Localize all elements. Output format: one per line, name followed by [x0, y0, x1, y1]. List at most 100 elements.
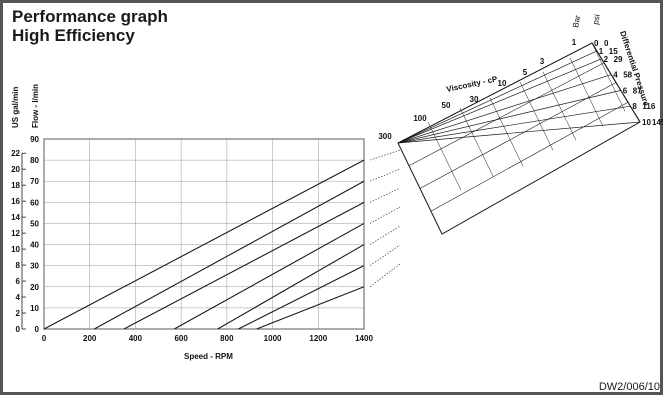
y-axis-label-usgal: US gal/min — [11, 87, 20, 128]
viscosity-tick-label: 10 — [498, 79, 507, 88]
y-tick-label-usgal: 10 — [11, 245, 20, 254]
connector-lines — [369, 149, 401, 288]
connector-line — [369, 187, 401, 203]
series-line — [217, 244, 365, 330]
y-tick-label-usgal: 14 — [11, 213, 20, 222]
y-tick-label-lmin: 10 — [30, 304, 39, 313]
viscosity-nomogram: 30010050301053100115229458687811610145 — [378, 38, 663, 235]
pressure-scale-axis — [591, 42, 641, 123]
nomogram-grid-line — [419, 82, 617, 189]
x-tick-label: 200 — [83, 334, 97, 343]
x-tick-label: 1200 — [309, 334, 327, 343]
connector-line — [369, 225, 401, 245]
psi-tick-label: 0 — [604, 39, 609, 48]
y-tick-label-usgal: 6 — [16, 277, 21, 286]
viscosity-tick-label: 100 — [413, 114, 427, 123]
y-tick-label-usgal: 16 — [11, 197, 20, 206]
psi-tick-label: 58 — [623, 71, 632, 80]
fan-line — [397, 50, 597, 144]
x-tick-label: 1400 — [355, 334, 373, 343]
psi-tick-label: 29 — [614, 55, 623, 64]
y-tick-label-usgal: 18 — [11, 181, 20, 190]
drawing-code: DW2/006/10 — [598, 381, 660, 393]
x-tick-label: 800 — [220, 334, 234, 343]
viscosity-tick-label: 3 — [540, 57, 545, 66]
y-tick-label-lmin: 60 — [30, 198, 39, 207]
connector-line — [369, 263, 401, 288]
nomogram-frame — [397, 42, 641, 235]
y-tick-label-usgal: 0 — [16, 325, 21, 334]
nomogram-grid-line — [489, 97, 524, 167]
bar-tick-label: 10 — [642, 118, 651, 127]
connector-line — [369, 149, 401, 161]
bar-tick-label: 2 — [604, 55, 609, 64]
viscosity-tick-label: 300 — [378, 132, 392, 141]
series-line — [238, 265, 365, 330]
plot-grid — [21, 138, 365, 330]
y-axis-label-flow: Flow - l/min — [31, 84, 40, 128]
bar-tick-label: 1 — [599, 47, 604, 56]
y-tick-label-usgal: 4 — [16, 293, 21, 302]
plot-lines — [43, 159, 365, 330]
y-tick-label-lmin: 50 — [30, 219, 39, 228]
viscosity-tick-label: 5 — [523, 68, 528, 77]
y-tick-label-lmin: 30 — [30, 262, 39, 271]
viscosity-tick-label: 50 — [442, 101, 451, 110]
series-line — [43, 159, 365, 330]
fan-line — [397, 105, 631, 144]
y-tick-label-lmin: 0 — [35, 325, 40, 334]
nomogram-grid-line — [542, 71, 577, 141]
connector-line — [369, 244, 401, 266]
series-line — [256, 286, 365, 330]
y-tick-label-usgal: 12 — [11, 229, 20, 238]
y-tick-label-lmin: 70 — [30, 177, 39, 186]
series-line — [94, 180, 365, 330]
nomogram-grid-line — [430, 101, 629, 212]
plot-border — [43, 138, 365, 330]
viscosity-tick-label: 30 — [470, 95, 479, 104]
y-tick-label-lmin: 40 — [30, 241, 39, 250]
plot-ticks: 0 200 400 600 800 1000 1200 1400010203040506070… — [11, 135, 373, 343]
bar-unit-label: Bar — [571, 14, 582, 28]
y-tick-label-lmin: 20 — [30, 283, 39, 292]
y-tick-label-usgal: 8 — [16, 261, 21, 270]
x-axis-label: Speed - RPM — [184, 352, 233, 361]
psi-tick-label: 87 — [633, 86, 642, 95]
fan-line — [397, 42, 593, 144]
x-tick-label: 400 — [129, 334, 143, 343]
psi-tick-label: 116 — [642, 102, 655, 111]
bar-tick-label: 0 — [594, 39, 599, 48]
pressure-axis-label: Differential Pressure — [618, 30, 651, 108]
nomogram-grid-line — [591, 42, 626, 112]
connector-line — [369, 206, 401, 224]
y-tick-label-usgal: 22 — [11, 149, 20, 158]
chart-title: Performance graph — [12, 7, 168, 26]
y-tick-label-usgal: 2 — [16, 309, 21, 318]
y-tick-label-usgal: 20 — [11, 165, 20, 174]
x-tick-label: 1000 — [264, 334, 282, 343]
psi-tick-label: 145 — [652, 118, 663, 127]
fan-line — [397, 121, 641, 144]
fan-line — [397, 58, 602, 144]
x-tick-label: 0 — [42, 334, 47, 343]
nomogram-grid-line — [397, 142, 432, 212]
x-tick-label: 600 — [174, 334, 188, 343]
y-tick-label-lmin: 80 — [30, 156, 39, 165]
nomogram-grid-line — [427, 121, 462, 191]
psi-unit-label: psi — [591, 13, 602, 25]
nomogram-grid-line — [459, 107, 494, 177]
bar-tick-label: 8 — [632, 102, 637, 111]
fan-line — [397, 90, 621, 144]
bar-tick-label: 6 — [623, 86, 628, 95]
viscosity-axis-label: Viscosity - cP — [446, 74, 499, 94]
psi-tick-label: 15 — [609, 47, 618, 56]
chart-subtitle: High Efficiency — [12, 26, 135, 45]
connector-line — [369, 168, 401, 182]
series-line — [174, 222, 365, 330]
y-tick-label-lmin: 90 — [30, 135, 39, 144]
bar-tick-label: 4 — [613, 71, 618, 80]
viscosity-tick-label: 1 — [572, 38, 577, 47]
fan-line — [397, 74, 612, 144]
nomogram-grid-line — [408, 62, 605, 167]
